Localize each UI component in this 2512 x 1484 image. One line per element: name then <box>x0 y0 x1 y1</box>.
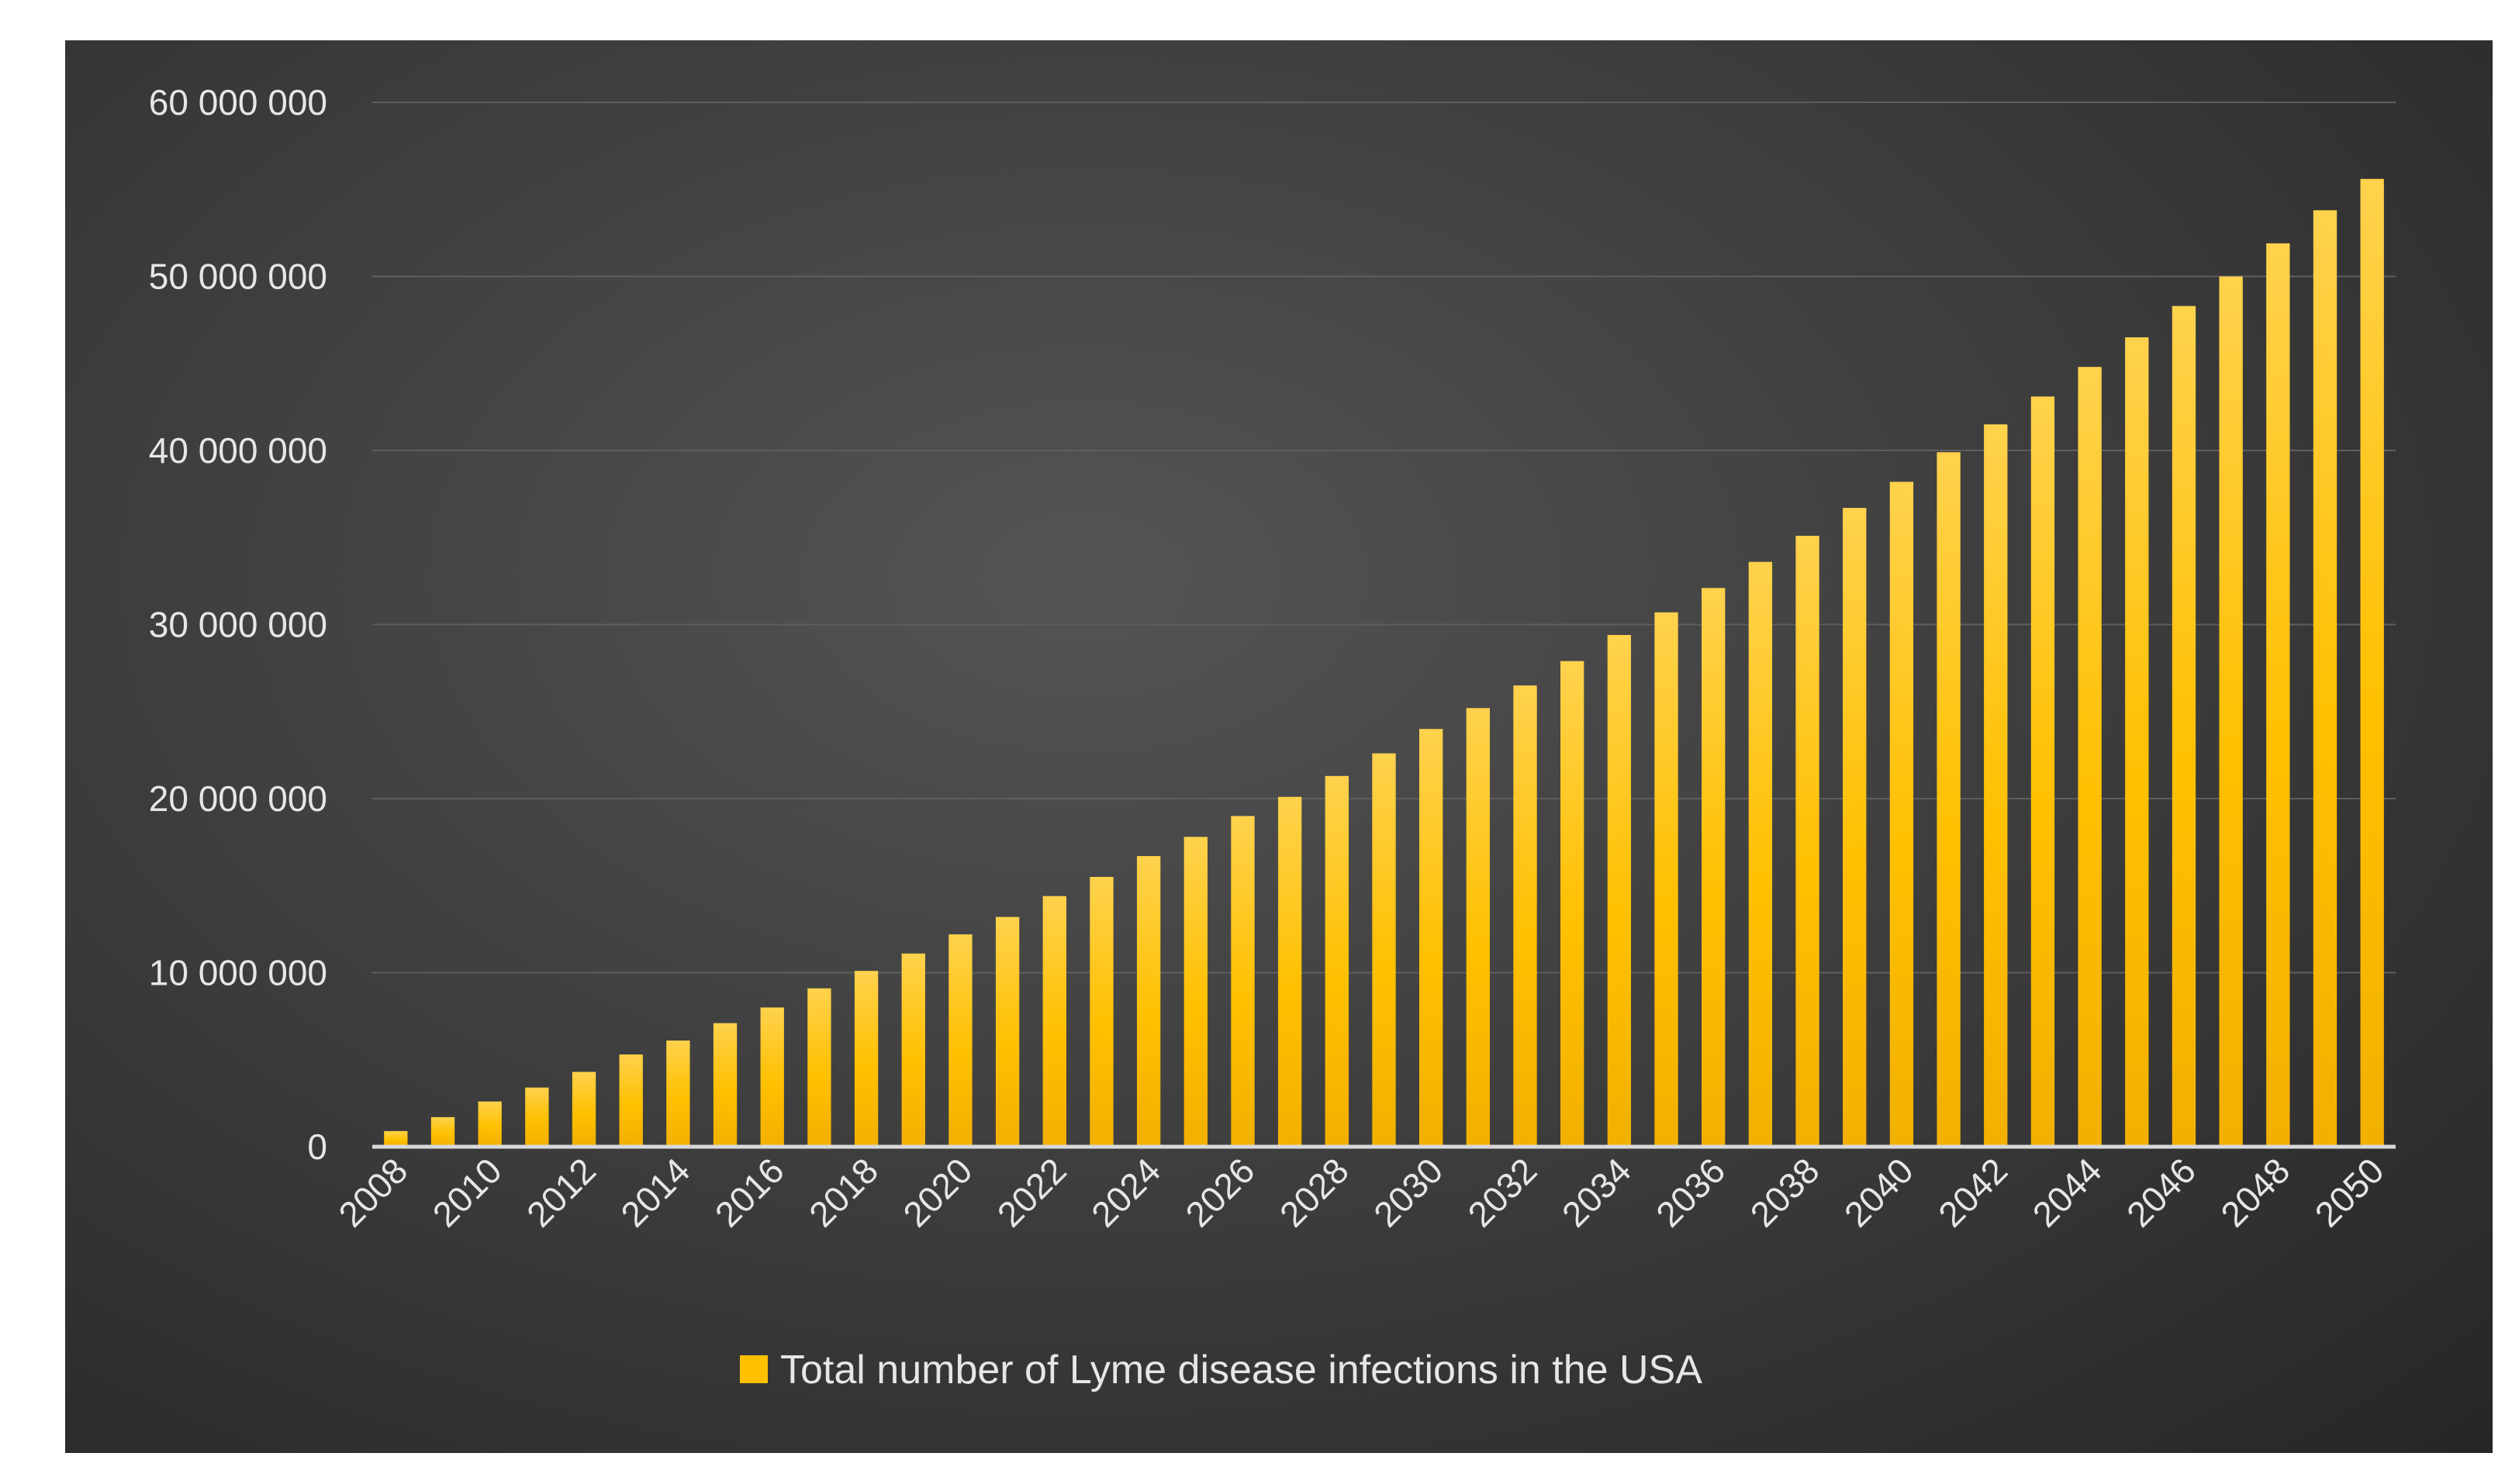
x-tick-label: 2032 <box>1460 1150 1544 1234</box>
bar-2044 <box>2078 367 2102 1147</box>
legend: Total number of Lyme disease infections … <box>740 1348 1702 1393</box>
bar-2045 <box>2125 337 2149 1148</box>
x-tick-label: 2026 <box>1177 1150 1262 1234</box>
bar-2027 <box>1277 796 1302 1147</box>
bar-2029 <box>1372 753 1396 1147</box>
bar-2043 <box>2030 396 2055 1147</box>
x-tick-label: 2044 <box>2025 1150 2109 1234</box>
chart-area: 0 10 000 000 20 000 000 30 000 000 40 000 00… <box>65 40 2493 1453</box>
bars <box>384 178 2384 1148</box>
x-tick-label: 2048 <box>2213 1150 2297 1234</box>
bar-2015 <box>713 1023 738 1147</box>
bar-2035 <box>1654 612 1678 1147</box>
x-axis-tick-labels: 2008 2010 2012 2014 2016 2018 2020 2022 2024 2026… <box>330 1150 2391 1234</box>
bar-2022 <box>1042 896 1066 1147</box>
bar-2047 <box>2219 276 2243 1147</box>
bar-2025 <box>1183 837 1208 1147</box>
y-axis-tick-labels: 0 10 000 000 20 000 000 30 000 000 40 000 00… <box>149 82 327 1167</box>
x-tick-label: 2040 <box>1836 1150 1921 1234</box>
bar-2038 <box>1795 536 1819 1147</box>
x-tick-label: 2014 <box>613 1150 697 1234</box>
bar-2030 <box>1419 729 1443 1147</box>
y-tick-label: 40 000 000 <box>149 430 327 471</box>
bar-2028 <box>1325 775 1349 1147</box>
x-tick-label: 2036 <box>1648 1150 1733 1234</box>
legend-swatch <box>740 1355 768 1383</box>
bar-2010 <box>478 1101 502 1147</box>
bar-chart: 0 10 000 000 20 000 000 30 000 000 40 000 00… <box>149 82 2396 1393</box>
x-tick-label: 2034 <box>1554 1150 1639 1234</box>
x-tick-label: 2024 <box>1083 1150 1168 1234</box>
bar-2012 <box>572 1072 596 1147</box>
bar-2048 <box>2266 243 2290 1148</box>
y-tick-label: 50 000 000 <box>149 257 327 297</box>
bar-2009 <box>430 1116 455 1147</box>
x-tick-label: 2022 <box>990 1150 1074 1234</box>
x-tick-label: 2020 <box>895 1150 980 1234</box>
x-tick-label: 2030 <box>1366 1150 1450 1234</box>
bar-2013 <box>619 1054 643 1147</box>
bar-2041 <box>1937 452 1961 1147</box>
bar-2049 <box>2313 210 2338 1148</box>
bar-2034 <box>1607 634 1632 1147</box>
bar-2018 <box>854 971 879 1147</box>
bar-2046 <box>2172 305 2196 1147</box>
bar-2039 <box>1843 508 1867 1147</box>
x-tick-label: 2050 <box>2307 1150 2392 1234</box>
x-tick-label: 2008 <box>330 1150 415 1234</box>
bar-2011 <box>525 1087 549 1147</box>
x-tick-label: 2038 <box>1743 1150 1827 1234</box>
gridlines <box>372 102 2396 974</box>
bar-2036 <box>1702 588 1726 1147</box>
bar-2026 <box>1231 816 1255 1147</box>
legend-label: Total number of Lyme disease infections … <box>780 1348 1702 1393</box>
x-tick-label: 2012 <box>519 1150 603 1234</box>
x-tick-label: 2042 <box>1930 1150 2015 1234</box>
bar-2019 <box>901 953 925 1147</box>
x-tick-label: 2028 <box>1272 1150 1356 1234</box>
bar-2016 <box>760 1007 784 1147</box>
bar-2008 <box>384 1130 408 1147</box>
y-tick-label: 10 000 000 <box>149 953 327 993</box>
bar-2021 <box>995 916 1020 1147</box>
x-tick-label: 2010 <box>425 1150 510 1234</box>
bar-2050 <box>2360 178 2384 1147</box>
bar-2020 <box>948 934 973 1147</box>
bar-2042 <box>1984 424 2008 1147</box>
bar-2023 <box>1090 877 1114 1147</box>
x-tick-label: 2018 <box>801 1150 886 1234</box>
x-tick-label: 2046 <box>2119 1150 2203 1234</box>
bar-2031 <box>1466 708 1491 1147</box>
bar-2033 <box>1560 661 1584 1147</box>
y-tick-label: 30 000 000 <box>149 605 327 645</box>
bar-2037 <box>1748 561 1773 1147</box>
bar-2032 <box>1513 685 1537 1147</box>
y-tick-label: 20 000 000 <box>149 778 327 819</box>
bar-2017 <box>807 988 831 1147</box>
bar-2040 <box>1889 481 1914 1147</box>
x-tick-label: 2016 <box>707 1150 792 1234</box>
bar-2014 <box>666 1041 690 1147</box>
y-tick-label: 60 000 000 <box>149 82 327 123</box>
y-tick-label: 0 <box>307 1127 327 1167</box>
bar-2024 <box>1136 856 1161 1147</box>
